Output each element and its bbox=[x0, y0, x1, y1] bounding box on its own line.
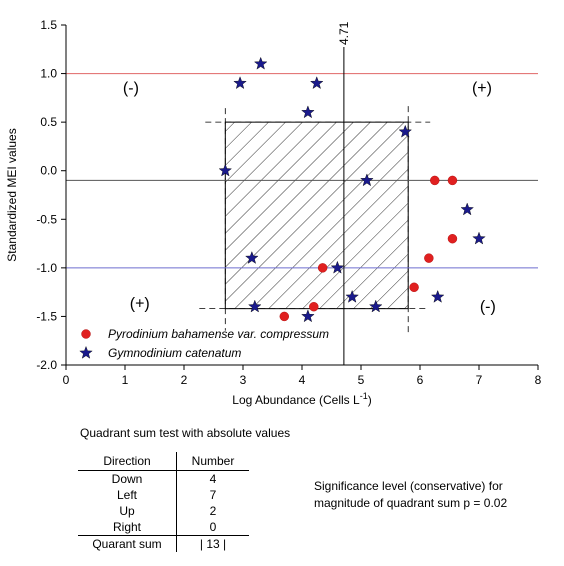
gymnodinium-point bbox=[218, 163, 233, 177]
row-direction: Up bbox=[78, 503, 177, 519]
y-axis-title: Standardized MEI values bbox=[5, 128, 19, 261]
gymnodinium-point bbox=[248, 299, 262, 313]
x-axis-title: Log Abundance (Cells L-1) bbox=[232, 391, 371, 407]
table-total-row: Quarant sum | 13 | bbox=[78, 535, 249, 552]
y-tick-label: 0.5 bbox=[40, 115, 57, 129]
table-row: Left 7 bbox=[78, 487, 249, 503]
legend-marker bbox=[79, 345, 93, 359]
x-tick-label: 3 bbox=[240, 373, 247, 387]
x-tick-label: 5 bbox=[358, 373, 365, 387]
total-value: | 13 | bbox=[176, 535, 249, 552]
gymnodinium-point bbox=[460, 202, 474, 216]
gymnodinium-point bbox=[472, 231, 486, 245]
gymnodinium-point bbox=[398, 124, 412, 138]
pyrodinium-point bbox=[447, 234, 458, 244]
gymnodinium-point bbox=[301, 105, 315, 119]
x-tick-label: 4 bbox=[299, 373, 306, 387]
table-row: Right 0 bbox=[78, 519, 249, 536]
gymnodinium-point bbox=[233, 76, 247, 90]
gymnodinium-point bbox=[301, 309, 315, 323]
significance-line-2: magnitude of quadrant sum p = 0.02 bbox=[314, 496, 508, 510]
y-tick-label: 1.5 bbox=[40, 18, 57, 32]
pyrodinium-point bbox=[430, 175, 440, 186]
total-label: Quarant sum bbox=[78, 535, 177, 552]
gymnodinium-point bbox=[360, 173, 374, 187]
pyrodinium-point bbox=[447, 175, 458, 186]
gymnodinium-point bbox=[345, 289, 359, 303]
row-number: 4 bbox=[209, 472, 217, 486]
y-tick-label: -1.0 bbox=[36, 261, 57, 275]
gymnodinium-point bbox=[310, 76, 324, 90]
header-number: Number bbox=[176, 452, 249, 471]
summary-title: Quadrant sum test with absolute values bbox=[80, 426, 291, 440]
gymnodinium-point bbox=[430, 289, 445, 303]
pyrodinium-point bbox=[309, 302, 319, 312]
y-tick-label: -1.5 bbox=[36, 309, 57, 323]
table-header-row: Direction Number bbox=[78, 452, 249, 471]
y-tick-label: -2.0 bbox=[36, 358, 57, 372]
x-tick-label: 2 bbox=[181, 373, 188, 387]
x-tick-label: 6 bbox=[417, 373, 424, 387]
gymnodinium-point bbox=[330, 260, 345, 274]
x-tick-label: 7 bbox=[476, 373, 483, 387]
row-direction: Left bbox=[78, 487, 177, 503]
quadrant-label: (+) bbox=[130, 296, 150, 313]
row-number: 0 bbox=[209, 520, 217, 534]
significance-line-1: Significance level (conservative) for bbox=[314, 479, 503, 493]
legend-marker bbox=[81, 329, 91, 339]
pyrodinium-point bbox=[409, 282, 419, 292]
legend-label: Gymnodinium catenatum bbox=[108, 346, 241, 360]
gymnodinium-point bbox=[253, 56, 268, 70]
row-number: 7 bbox=[209, 488, 217, 502]
table-row: Down 4 bbox=[78, 470, 249, 487]
gymnodinium-point bbox=[245, 251, 259, 264]
table-row: Up 2 bbox=[78, 503, 249, 519]
significance-note: Significance level (conservative) for ma… bbox=[314, 478, 554, 512]
x-tick-label: 0 bbox=[63, 373, 70, 387]
pyrodinium-point bbox=[317, 263, 328, 273]
scatter-chart: 4.71 0 1 2 3 4 5 6 7 8 -2.0 -1.5 -1.0 -0.5 0.0 0.5 1.0 1.… bbox=[5, 18, 542, 407]
legend-label: Pyrodinium bahamense var. compressum bbox=[108, 327, 329, 341]
hatched-region bbox=[224, 121, 409, 310]
quadrant-label: (+) bbox=[472, 80, 492, 97]
row-direction: Right bbox=[78, 519, 177, 536]
gymnodinium-point bbox=[369, 299, 383, 313]
row-direction: Down bbox=[78, 470, 177, 487]
y-tick-label: 0.0 bbox=[40, 164, 57, 178]
x-tick-label: 1 bbox=[122, 373, 129, 387]
pyrodinium-point bbox=[424, 253, 434, 263]
pyrodinium-point bbox=[279, 311, 289, 322]
header-direction: Direction bbox=[78, 452, 177, 471]
vertical-reference-label: 4.71 bbox=[337, 21, 351, 45]
y-tick-label: -0.5 bbox=[36, 212, 57, 226]
quadrant-label: (-) bbox=[123, 80, 139, 97]
quadrant-sum-table: Direction Number Down 4 Left 7 Up 2 Righ… bbox=[78, 452, 249, 552]
quadrant-label: (-) bbox=[480, 299, 496, 316]
row-number: 2 bbox=[209, 504, 217, 518]
y-tick-label: 1.0 bbox=[40, 67, 57, 81]
x-tick-label: 8 bbox=[535, 373, 542, 387]
